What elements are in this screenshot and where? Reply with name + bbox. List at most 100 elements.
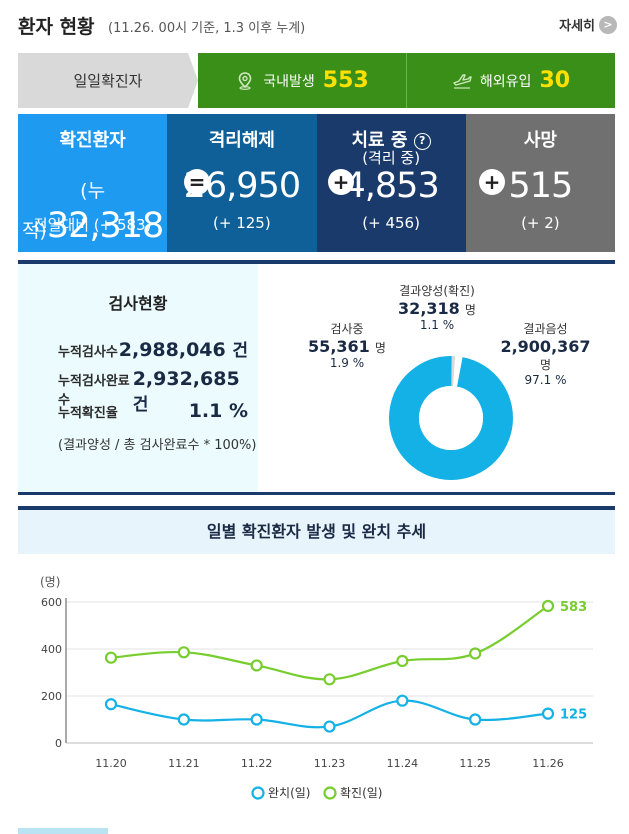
donut-label-title: 결과양성(확진) — [399, 284, 475, 298]
donut-label-title: 검사중 — [330, 322, 364, 336]
stat-title: 사망 — [523, 130, 557, 151]
donut-segment-testing — [389, 356, 513, 481]
x-tick-label: 11.24 — [387, 757, 419, 770]
test-row-label: 누적검사수 — [58, 345, 118, 360]
data-point[interactable] — [396, 654, 409, 668]
data-point[interactable] — [177, 713, 190, 726]
series-end-label: 583 — [560, 600, 587, 615]
test-row: 누적확진율 1.1 % — [58, 400, 248, 422]
series-end-label: 125 — [560, 708, 587, 723]
stat-subtitle: (격리 중) — [362, 149, 421, 167]
stat-delta: (+ 456) — [362, 214, 420, 232]
x-tick-label: 11.22 — [241, 757, 273, 770]
x-tick-label: 11.23 — [314, 757, 346, 770]
bottom-tab-strip — [18, 828, 108, 834]
stat-title: 확진환자 — [59, 130, 126, 151]
series-line — [110, 605, 549, 681]
location-pin-icon — [238, 71, 252, 90]
donut-label-percent: 1.1 % — [419, 318, 455, 332]
donut-label-negative: 결과음성 2,900,367 명 97.1 % — [488, 320, 603, 387]
legend-marker — [323, 786, 337, 800]
data-point[interactable] — [541, 599, 555, 613]
stat-title-row: 치료 중 ? — [317, 126, 466, 152]
stat-number: 515 — [508, 166, 573, 206]
airplane-icon — [453, 73, 472, 89]
donut-label-unit: 명 — [374, 341, 386, 355]
data-point[interactable] — [104, 698, 118, 711]
stat-value: (누적)32,318 — [18, 166, 167, 246]
test-row-value: 1.1 % — [188, 400, 248, 422]
data-point[interactable] — [469, 713, 482, 726]
x-tick-label: 11.20 — [95, 757, 127, 770]
question-icon[interactable]: ? — [413, 133, 431, 150]
stats-row: 확진환자 (누적)32,318 전일대비 (+ 583) 격리해제 26,950… — [18, 114, 615, 252]
page-title: 환자 현황 — [18, 16, 95, 38]
chevron-right-icon: > — [599, 15, 617, 34]
stat-title: 격리해제 — [208, 130, 275, 151]
overseas-cell: 해외유입 30 — [406, 53, 615, 108]
legend-marker — [251, 786, 265, 800]
x-tick-label: 11.25 — [459, 757, 491, 770]
donut-segment-positive — [389, 356, 513, 480]
donut-label-unit: 명 — [464, 303, 476, 317]
y-tick-label: 400 — [41, 643, 62, 656]
domestic-cell: 국내발생 553 — [198, 53, 406, 108]
donut-label-title: 결과음성 — [523, 322, 568, 336]
legend-label: 완치(일) — [268, 786, 310, 800]
test-summary: 검사현황 누적검사수 2,988,046 건 누적검사완료수 2,932,685… — [18, 264, 258, 492]
daily-confirmed-row: 일일확진자 국내발생 553 해외유입 30 — [18, 53, 615, 108]
donut-label-testing: 검사중 55,361 명 1.9 % — [302, 320, 392, 370]
stat-delta: (+ 2) — [521, 214, 560, 232]
test-unit: 건 — [232, 341, 248, 361]
test-row-label: 누적확진율 — [58, 406, 118, 421]
test-row: 누적검사완료수 2,932,685 건 — [58, 368, 248, 415]
domestic-value: 553 — [322, 68, 369, 93]
stat-confirmed: 확진환자 (누적)32,318 전일대비 (+ 583) — [18, 114, 168, 252]
y-tick-label: 600 — [41, 596, 62, 609]
test-row: 누적검사수 2,988,046 건 — [58, 336, 248, 361]
donut-hole — [419, 386, 483, 450]
more-link[interactable]: 자세히 > — [559, 15, 617, 34]
equals-operator-icon: = — [184, 169, 210, 195]
overseas-value: 30 — [539, 68, 571, 93]
y-axis-label: (명) — [40, 575, 60, 589]
data-point[interactable] — [469, 647, 482, 660]
test-note: (결과양성 / 총 검사완료수 * 100%) — [58, 438, 257, 453]
header: 환자 현황 (11.26. 00시 기준, 1.3 이후 누계) 자세히 > — [18, 12, 617, 40]
data-point[interactable] — [323, 673, 336, 686]
stat-number: 4,853 — [343, 166, 440, 206]
test-value: 2,988,046 — [118, 339, 226, 361]
x-tick-label: 11.21 — [168, 757, 200, 770]
stat-treatment: 치료 중 ? (격리 중) 4,853 (+ 456) — [316, 114, 466, 252]
test-row-value: 2,988,046 건 — [119, 336, 248, 361]
donut-label-value: 2,900,367 — [500, 337, 591, 356]
data-point[interactable] — [177, 646, 190, 659]
overseas-label: 해외유입 — [479, 73, 532, 90]
donut-label-unit: 명 — [539, 358, 552, 372]
page-subtitle: (11.26. 00시 기준, 1.3 이후 누계) — [108, 21, 306, 36]
test-unit: 건 — [132, 395, 149, 415]
donut-label-value: 32,318 — [398, 299, 460, 318]
data-point[interactable] — [541, 707, 555, 720]
data-point[interactable] — [323, 720, 336, 733]
test-value: 2,932,685 — [132, 368, 240, 390]
donut-label-value: 55,361 — [308, 337, 370, 356]
donut-label-percent: 97.1 % — [524, 373, 567, 387]
plus-operator-icon: + — [479, 169, 505, 195]
data-point[interactable] — [250, 713, 263, 726]
y-tick-label: 200 — [41, 690, 62, 703]
domestic-label: 국내발생 — [263, 73, 315, 90]
test-row-value: 2,932,685 건 — [133, 368, 248, 415]
stat-delta: 전일대비 (+ 583) — [33, 216, 152, 234]
trend-panel: 일별 확진환자 발생 및 완치 추세 (명) 0 200 400 600 11.20 11.… — [18, 506, 615, 816]
stat-prefix: (누적) — [21, 180, 106, 242]
donut-chart-area: 결과양성(확진) 32,318 명 1.1 % 검사중 55,361 명 1.9… — [258, 264, 615, 492]
y-tick-label: 0 — [55, 737, 62, 750]
stat-title: 치료 중 — [351, 130, 408, 151]
donut-label-percent: 1.9 % — [329, 356, 365, 370]
legend-label: 확진(일) — [340, 786, 382, 800]
data-point[interactable] — [104, 651, 118, 664]
data-point[interactable] — [396, 694, 409, 707]
test-row-label: 누적검사완료수 — [58, 374, 130, 408]
data-point[interactable] — [250, 659, 263, 672]
